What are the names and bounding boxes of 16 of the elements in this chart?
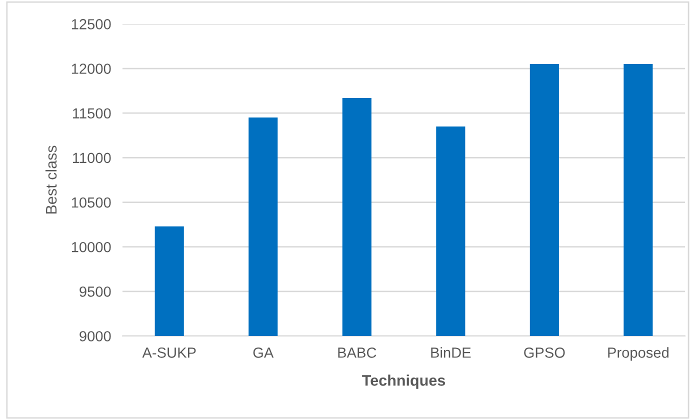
x-tick-label: GPSO <box>524 347 565 358</box>
y-tick-label: 9500 <box>80 286 111 297</box>
y-tick-label: 12000 <box>72 64 111 74</box>
y-tick-label: 10500 <box>72 197 111 208</box>
y-tick-label: 11000 <box>73 152 111 164</box>
x-tick-label: BABC <box>338 347 376 358</box>
y-tick-label: 12500 <box>72 19 111 30</box>
x-tick-label: GA <box>253 347 274 358</box>
y-tick-label: 10000 <box>72 242 111 252</box>
y-tick-label: 11500 <box>73 108 111 119</box>
y-tick-label: 9000 <box>80 331 111 342</box>
y-axis-title: Best class <box>45 146 57 214</box>
x-axis-title: Techniques <box>362 374 446 389</box>
x-tick-label: A-SUKP <box>142 347 196 358</box>
x-tick-label: Proposed <box>608 347 668 361</box>
x-tick-label: BinDE <box>431 347 471 358</box>
